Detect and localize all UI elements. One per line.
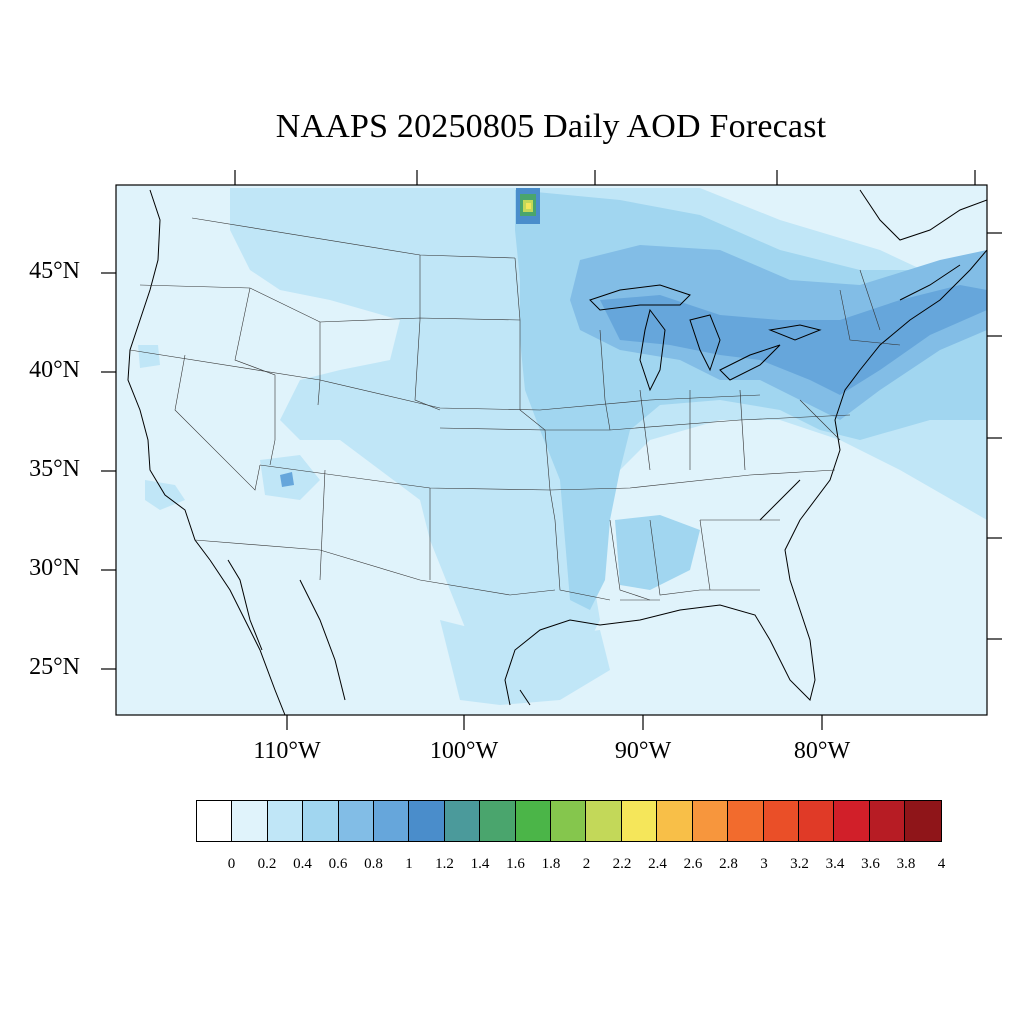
colorbar-label-19: 3.8 xyxy=(896,856,916,872)
lon-label-100w: 100°W xyxy=(429,738,499,764)
colorbar-label-9: 1.8 xyxy=(541,856,561,872)
coastlines xyxy=(127,189,987,715)
colorbar-box-11 xyxy=(586,801,622,841)
colorbar-box-4 xyxy=(338,801,375,841)
colorbar-box-10 xyxy=(551,801,587,841)
colorbar-label-15: 3 xyxy=(760,856,768,872)
colorbar-label-5: 1 xyxy=(405,856,413,872)
aod-plume-southeast xyxy=(615,515,700,590)
colorbar-box-2 xyxy=(267,801,304,841)
colorbar-label-3: 0.6 xyxy=(328,856,348,872)
colorbar-box-6 xyxy=(409,801,445,841)
colorbar-box-12 xyxy=(621,801,658,841)
colorbar-box-9 xyxy=(515,801,552,841)
colorbar-label-14: 2.8 xyxy=(719,856,738,872)
colorbar-label-12: 2.4 xyxy=(648,856,667,872)
map-title: NAAPS 20250805 Daily AOD Forecast xyxy=(275,108,827,145)
state-borders xyxy=(129,217,901,601)
lat-label-45: 45°N xyxy=(29,258,80,284)
lon-label-80w: 80°W xyxy=(793,738,851,764)
colorbar-box-0 xyxy=(197,801,233,841)
colorbar-label-20: 4 xyxy=(937,856,946,872)
colorbar-box-1 xyxy=(232,801,268,841)
colorbar-box-15 xyxy=(728,801,764,841)
colorbar-box-8 xyxy=(480,801,516,841)
colorbar xyxy=(196,800,942,842)
colorbar-label-18: 3.6 xyxy=(861,856,880,872)
colorbar-label-1: 0.2 xyxy=(257,856,277,872)
aod-plume-northeast-core xyxy=(600,285,987,395)
map-frame xyxy=(115,184,988,716)
aod-plume-gulf xyxy=(440,620,610,705)
colorbar-box-7 xyxy=(444,801,481,841)
colorbar-box-5 xyxy=(374,801,410,841)
colorbar-label-7: 1.4 xyxy=(470,856,490,872)
lon-label-110w: 110°W xyxy=(253,738,321,764)
lat-label-30: 30°N xyxy=(29,555,80,581)
colorbar-label-11: 2.2 xyxy=(612,856,632,872)
lon-label-90w: 90°W xyxy=(614,738,672,764)
colorbar-box-3 xyxy=(303,801,339,841)
colorbar-box-16 xyxy=(763,801,799,841)
lat-label-40: 40°N xyxy=(29,357,80,383)
great-lakes xyxy=(589,284,822,392)
colorbar-box-18 xyxy=(834,801,870,841)
colorbar-label-17: 3.4 xyxy=(825,856,845,872)
colorbar-label-8: 1.6 xyxy=(506,856,525,872)
aod-spot-arizona xyxy=(280,472,294,487)
lat-label-35: 35°N xyxy=(29,456,80,482)
aod-field xyxy=(116,185,987,715)
colorbar-label-4: 0.8 xyxy=(364,856,383,872)
colorbar-label-16: 3.2 xyxy=(790,856,809,872)
colorbar-box-14 xyxy=(692,801,729,841)
colorbar-box-19 xyxy=(869,801,906,841)
colorbar-box-17 xyxy=(798,801,835,841)
aod-plume-ca-north xyxy=(138,345,160,368)
colorbar-label-6: 1.2 xyxy=(435,856,454,872)
colorbar-label-13: 2.6 xyxy=(683,856,703,872)
colorbar-label-10: 2 xyxy=(582,856,591,872)
lat-label-25: 25°N xyxy=(29,654,80,680)
colorbar-box-20 xyxy=(905,801,941,841)
colorbar-box-13 xyxy=(657,801,693,841)
aod-source-peak xyxy=(526,203,531,209)
colorbar-label-0: 0 xyxy=(227,856,236,872)
axis-ticks xyxy=(101,170,1002,730)
colorbar-label-2: 0.4 xyxy=(293,856,312,872)
